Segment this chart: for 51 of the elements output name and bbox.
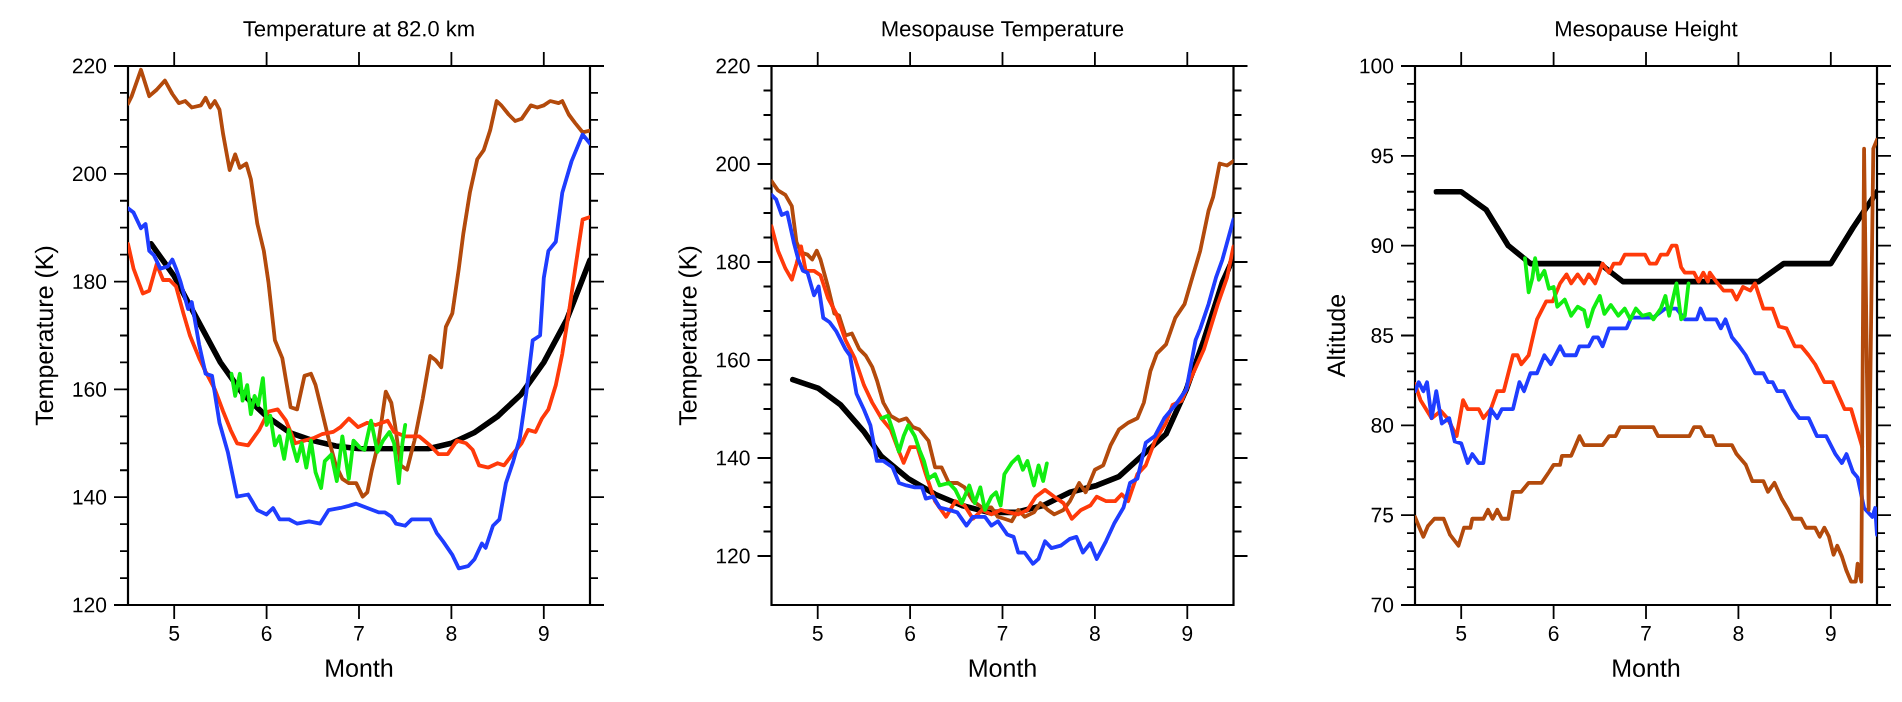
x-tick-label: 8: [1089, 626, 1100, 641]
y-tick-label: 120: [73, 597, 107, 613]
line-series: [229, 371, 408, 490]
y-tick-label: 200: [716, 156, 750, 172]
x-axis-title: Month: [326, 658, 393, 678]
line-series: [128, 215, 590, 470]
line-series: [1523, 256, 1691, 329]
line-series: [879, 413, 1049, 512]
y-tick-label: 220: [716, 58, 750, 74]
x-tick-label: 7: [354, 626, 364, 641]
x-tick-label: 9: [1182, 626, 1193, 641]
y-tick-label: 160: [73, 381, 107, 397]
y-tick-label: 80: [1371, 417, 1394, 433]
y-tick-label: 180: [73, 274, 107, 290]
chart-title: Mesopause Height: [1556, 20, 1738, 41]
y-tick-label: 160: [717, 352, 750, 368]
line-series: [771, 159, 1234, 524]
chart-title: Mesopause Temperature: [882, 21, 1124, 41]
y-axis-title: Temperature (K): [678, 246, 702, 426]
x-tick-label: 8: [446, 626, 457, 641]
x-tick-label: 5: [812, 626, 823, 641]
line-series: [771, 192, 1234, 566]
y-tick-label: 140: [73, 489, 107, 505]
y-tick-label: 95: [1371, 148, 1394, 164]
y-axis-title: Temperature (K): [34, 246, 59, 426]
x-tick-label: 7: [1641, 626, 1651, 641]
y-tick-label: 70: [1371, 597, 1394, 613]
line-series: [1415, 137, 1878, 584]
y-tick-label: 180: [717, 254, 750, 270]
y-tick-label: 200: [72, 166, 107, 182]
y-axis-title: Altitude: [1326, 294, 1346, 378]
x-tick-label: 6: [261, 626, 272, 641]
chart-title: Temperature at 82.0 km: [243, 20, 474, 41]
y-tick-label: 90: [1371, 238, 1394, 254]
y-tick-label: 75: [1371, 507, 1394, 523]
x-tick-label: 5: [1456, 626, 1467, 641]
x-tick-label: 7: [997, 626, 1008, 641]
y-tick-label: 85: [1371, 328, 1394, 343]
y-tick-label: 100: [1360, 58, 1394, 74]
y-tick-label: 220: [72, 58, 107, 74]
x-tick-label: 5: [169, 626, 180, 641]
x-tick-label: 9: [1825, 626, 1836, 641]
y-tick-label: 120: [717, 548, 750, 564]
line-series: [128, 67, 590, 499]
x-tick-label: 9: [538, 626, 549, 641]
x-tick-label: 6: [905, 626, 916, 641]
x-axis-title: Month: [1613, 658, 1680, 678]
x-axis-title: Month: [969, 658, 1036, 678]
y-tick-label: 140: [717, 450, 750, 466]
x-tick-label: 6: [1548, 626, 1559, 641]
x-tick-label: 8: [1733, 626, 1744, 641]
